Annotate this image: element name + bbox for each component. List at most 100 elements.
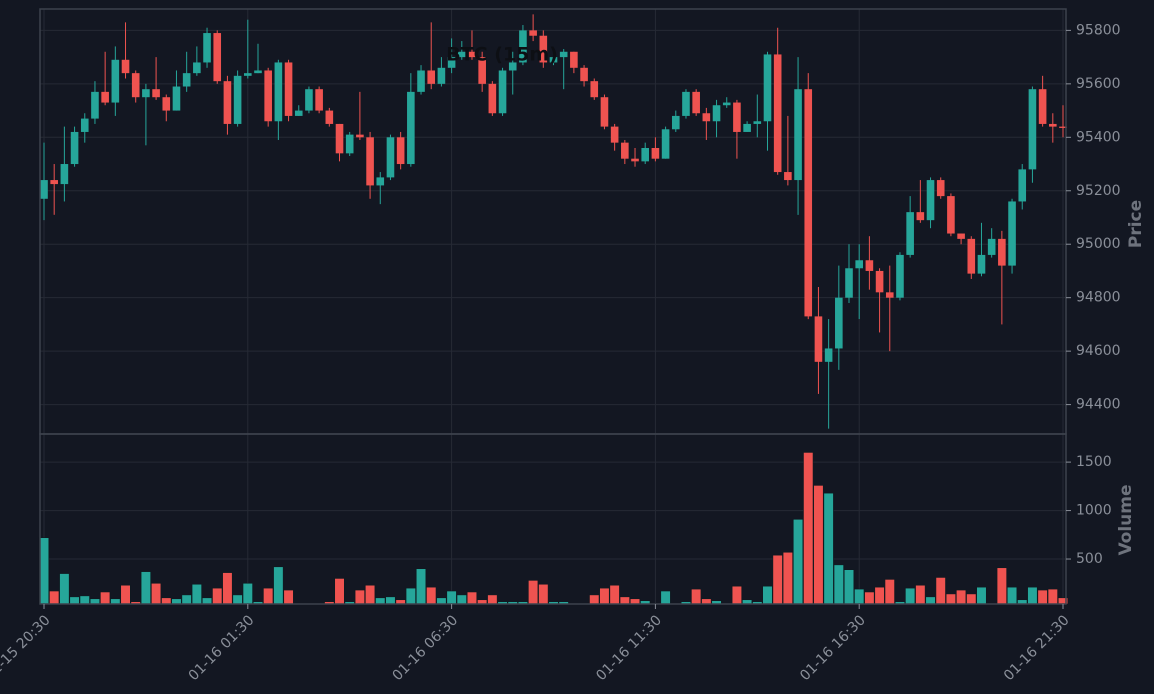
- candle-body: [193, 62, 201, 74]
- candle-body: [967, 238, 976, 274]
- candle-body: [621, 142, 629, 159]
- volume-bar: [996, 567, 1007, 605]
- volume-bar: [364, 584, 376, 605]
- volume-bar: [385, 596, 396, 605]
- candle-body: [631, 158, 639, 162]
- volume-bar: [660, 590, 671, 605]
- candle-body: [712, 105, 721, 122]
- y-tick-label: 95600: [1076, 76, 1121, 92]
- volume-bar: [171, 598, 182, 605]
- candle-body: [91, 91, 99, 119]
- candle-body: [254, 70, 262, 74]
- candle-body: [804, 89, 813, 317]
- candle-body: [926, 180, 935, 221]
- candle-body: [753, 121, 762, 124]
- candle-body: [182, 73, 191, 87]
- volume-bar: [925, 596, 936, 605]
- volume-bar: [854, 588, 865, 605]
- candle-body: [865, 260, 874, 271]
- volume-bar: [446, 590, 457, 605]
- volume-bar: [864, 591, 875, 605]
- y-axis-label: Price: [1126, 200, 1146, 248]
- candle-body: [508, 62, 517, 71]
- candle-body: [570, 51, 578, 68]
- candle-body: [845, 268, 853, 298]
- volume-bar: [915, 584, 926, 605]
- volume-bar: [456, 594, 467, 605]
- candle-body: [233, 75, 242, 124]
- volume-bar: [151, 582, 162, 605]
- volume-bar: [731, 585, 743, 605]
- grid: [40, 9, 1066, 604]
- candle-body: [40, 180, 48, 199]
- volume-bar: [487, 594, 498, 605]
- volume-bar: [956, 589, 967, 605]
- candle-body: [936, 180, 945, 197]
- candle-body: [366, 137, 374, 186]
- y-tick-label: 94400: [1076, 397, 1121, 413]
- volume-bar: [589, 594, 600, 605]
- volume-bar: [629, 598, 641, 605]
- candle-body: [824, 348, 833, 362]
- volume-bar: [905, 587, 916, 605]
- volume-bar: [120, 584, 131, 605]
- y-tick-label: 94600: [1076, 343, 1121, 359]
- volume-bar: [436, 597, 447, 605]
- volume-bar: [599, 587, 610, 605]
- candle-body: [305, 89, 313, 111]
- volume-bar: [874, 586, 885, 605]
- candle-body: [1038, 89, 1047, 124]
- y-tick-label: 95200: [1076, 183, 1121, 199]
- volume-bar: [843, 569, 855, 605]
- volume-bar: [79, 595, 90, 605]
- y-tick-label: 95800: [1076, 22, 1121, 38]
- volume-bar: [59, 573, 70, 605]
- marks: [38, 14, 1069, 605]
- candle-body: [244, 73, 252, 76]
- volume-bar: [283, 589, 294, 605]
- candle-body: [916, 212, 925, 221]
- candle-body: [590, 81, 599, 98]
- y-tick-label: 500: [1076, 551, 1103, 567]
- volume-frame: [39, 433, 1067, 605]
- candle-body: [427, 70, 436, 84]
- candle-body: [692, 91, 700, 114]
- volume-bar: [792, 518, 804, 605]
- candle-body: [223, 81, 232, 124]
- candle-body: [60, 164, 69, 185]
- volume-bar: [354, 589, 365, 605]
- candle-body: [152, 89, 160, 98]
- candle-body: [325, 110, 334, 124]
- candle-body: [559, 51, 568, 58]
- y-tick-label: 1000: [1076, 503, 1112, 519]
- candle-body: [947, 196, 955, 234]
- volume-bar: [691, 588, 702, 605]
- volume-bar: [426, 586, 437, 605]
- volume-bar: [201, 597, 213, 605]
- y-tick-label: 1500: [1076, 454, 1112, 470]
- candle-body: [345, 134, 354, 154]
- candle-body: [203, 33, 211, 63]
- candle-body: [549, 57, 558, 63]
- candle-body: [835, 297, 843, 349]
- candle-body: [987, 238, 996, 255]
- candle-body: [814, 316, 823, 362]
- candle-body: [142, 89, 150, 98]
- candle-body: [131, 73, 140, 98]
- volume-bar: [833, 564, 844, 605]
- candle-body: [661, 129, 670, 159]
- volume-bar: [538, 583, 549, 605]
- candle-body: [529, 30, 537, 36]
- volume-bar: [191, 583, 202, 605]
- candle-body: [111, 59, 120, 103]
- volume-bar: [1047, 588, 1058, 605]
- candle-body: [896, 254, 904, 298]
- candle-body: [773, 54, 782, 173]
- candle-body: [376, 177, 385, 186]
- volume-bar: [1027, 586, 1038, 605]
- volume-bar: [100, 591, 111, 605]
- volume-bar: [161, 597, 172, 605]
- candle-body: [468, 51, 476, 58]
- candle-body: [784, 172, 792, 181]
